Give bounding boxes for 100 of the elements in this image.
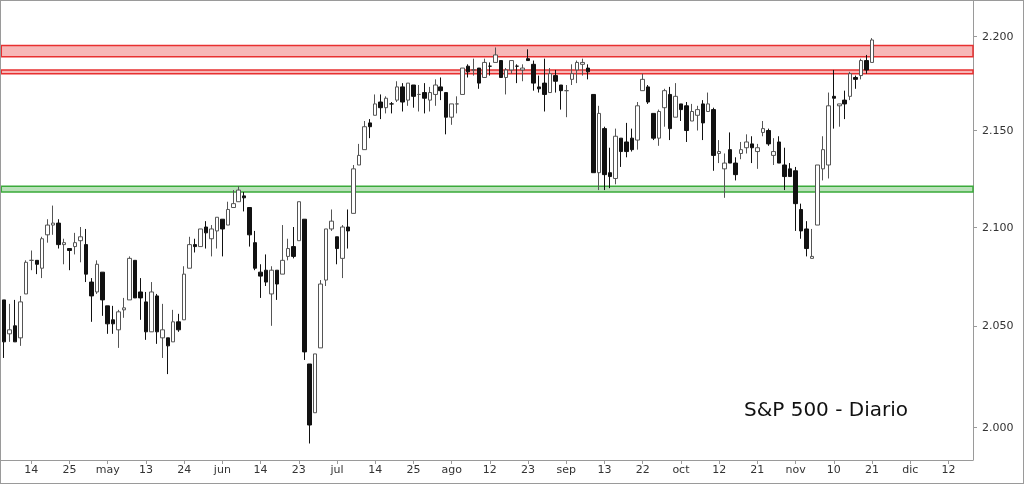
y-tick-label: 2.100 [982, 220, 1014, 234]
candlestick [553, 69, 558, 94]
x-tick-label: oct [672, 463, 691, 476]
candlestick [176, 313, 181, 333]
x-tick-label: 14 [24, 463, 39, 476]
candlestick [466, 63, 470, 78]
candlestick [116, 309, 121, 349]
x-tick-label: jun [212, 463, 231, 476]
x-tick-label: 12 [941, 463, 956, 476]
candlestick [286, 238, 290, 261]
candlestick [493, 46, 498, 63]
candlestick [182, 265, 186, 321]
candlestick [144, 291, 148, 341]
y-tick-label: 2.150 [982, 124, 1014, 138]
x-tick-label: 14 [253, 463, 268, 476]
x-tick-label: 14 [368, 463, 383, 476]
y-tick-label: 2.050 [982, 319, 1014, 333]
candlestick [613, 128, 618, 185]
candlestick [471, 58, 476, 77]
candlestick [444, 92, 448, 135]
candlestick [531, 60, 536, 92]
candlestick [640, 73, 645, 92]
candlestick [318, 279, 323, 349]
candlestick [220, 218, 225, 257]
x-tick-label: jul [329, 463, 344, 476]
candlestick [559, 84, 563, 111]
candlestick [340, 224, 345, 279]
y-tick-label: 2.200 [982, 29, 1014, 43]
candlestick [95, 259, 99, 295]
candlestick [455, 95, 459, 114]
x-tick-label: dic [902, 463, 919, 476]
x-tick-label: 24 [177, 463, 192, 476]
candlestick [853, 75, 858, 90]
candlestick [231, 189, 236, 209]
candlestick [297, 201, 301, 242]
candlestick [2, 299, 6, 359]
candlestick [411, 84, 416, 109]
candlestick [711, 107, 716, 172]
candlestick [739, 141, 743, 160]
candlestick [35, 259, 39, 275]
candlestick [755, 143, 760, 170]
candlestick [236, 185, 241, 203]
candlestick [706, 92, 710, 112]
x-tick-label: 23 [291, 463, 306, 476]
candlestick [400, 82, 405, 112]
candlestick [771, 137, 776, 166]
candlestick [662, 88, 667, 128]
candlestick [515, 63, 519, 84]
candlestick [280, 224, 285, 275]
candlestick [449, 103, 454, 126]
candlestick [395, 80, 399, 103]
candlestick [722, 152, 727, 199]
candlestick [384, 95, 388, 114]
candlestick [657, 109, 661, 147]
candlestick [673, 82, 678, 118]
candlestick [67, 248, 72, 271]
candlestick [253, 230, 257, 271]
candlestick [520, 63, 525, 82]
candlestick [275, 269, 279, 301]
candlestick [591, 93, 596, 174]
x-tick-label: 25 [62, 463, 77, 476]
candlestick [373, 93, 377, 116]
candlestick [422, 82, 427, 114]
candlestick [351, 164, 356, 214]
candlestick [378, 93, 383, 120]
x-tick-label: 12 [482, 463, 497, 476]
candlestick [127, 255, 132, 301]
candlestick [313, 353, 317, 414]
candlestick [242, 191, 246, 212]
x-tick-label: 25 [406, 463, 421, 476]
candlestick [187, 236, 192, 269]
candlestick [40, 236, 44, 279]
candlestick [406, 82, 410, 107]
x-tick-label: ago [441, 463, 463, 476]
candlestick [73, 232, 77, 255]
candlestick [864, 54, 869, 75]
candlestick [848, 71, 852, 101]
x-tick-label: 10 [826, 463, 841, 476]
candlestick [29, 250, 34, 271]
x-tick-label: 23 [521, 463, 536, 476]
candlestick [357, 143, 361, 166]
candlestick [477, 67, 481, 90]
candlestick [269, 265, 274, 327]
candlestick [13, 299, 17, 343]
candlestick [668, 86, 672, 141]
candlestick [635, 101, 640, 151]
candlestick [499, 60, 503, 78]
candlestick [171, 309, 175, 343]
candlestick [586, 63, 590, 80]
candlestick [389, 101, 394, 114]
candlestick [564, 84, 569, 118]
candlestick [810, 228, 814, 259]
candlestick [100, 271, 105, 317]
candlestick [56, 218, 61, 250]
x-tick-label: sep [556, 463, 577, 476]
candlestick [597, 105, 601, 191]
x-tick-label: 12 [712, 463, 727, 476]
candlestick [460, 67, 465, 95]
candlestick [744, 133, 749, 154]
candlestick [777, 135, 781, 164]
